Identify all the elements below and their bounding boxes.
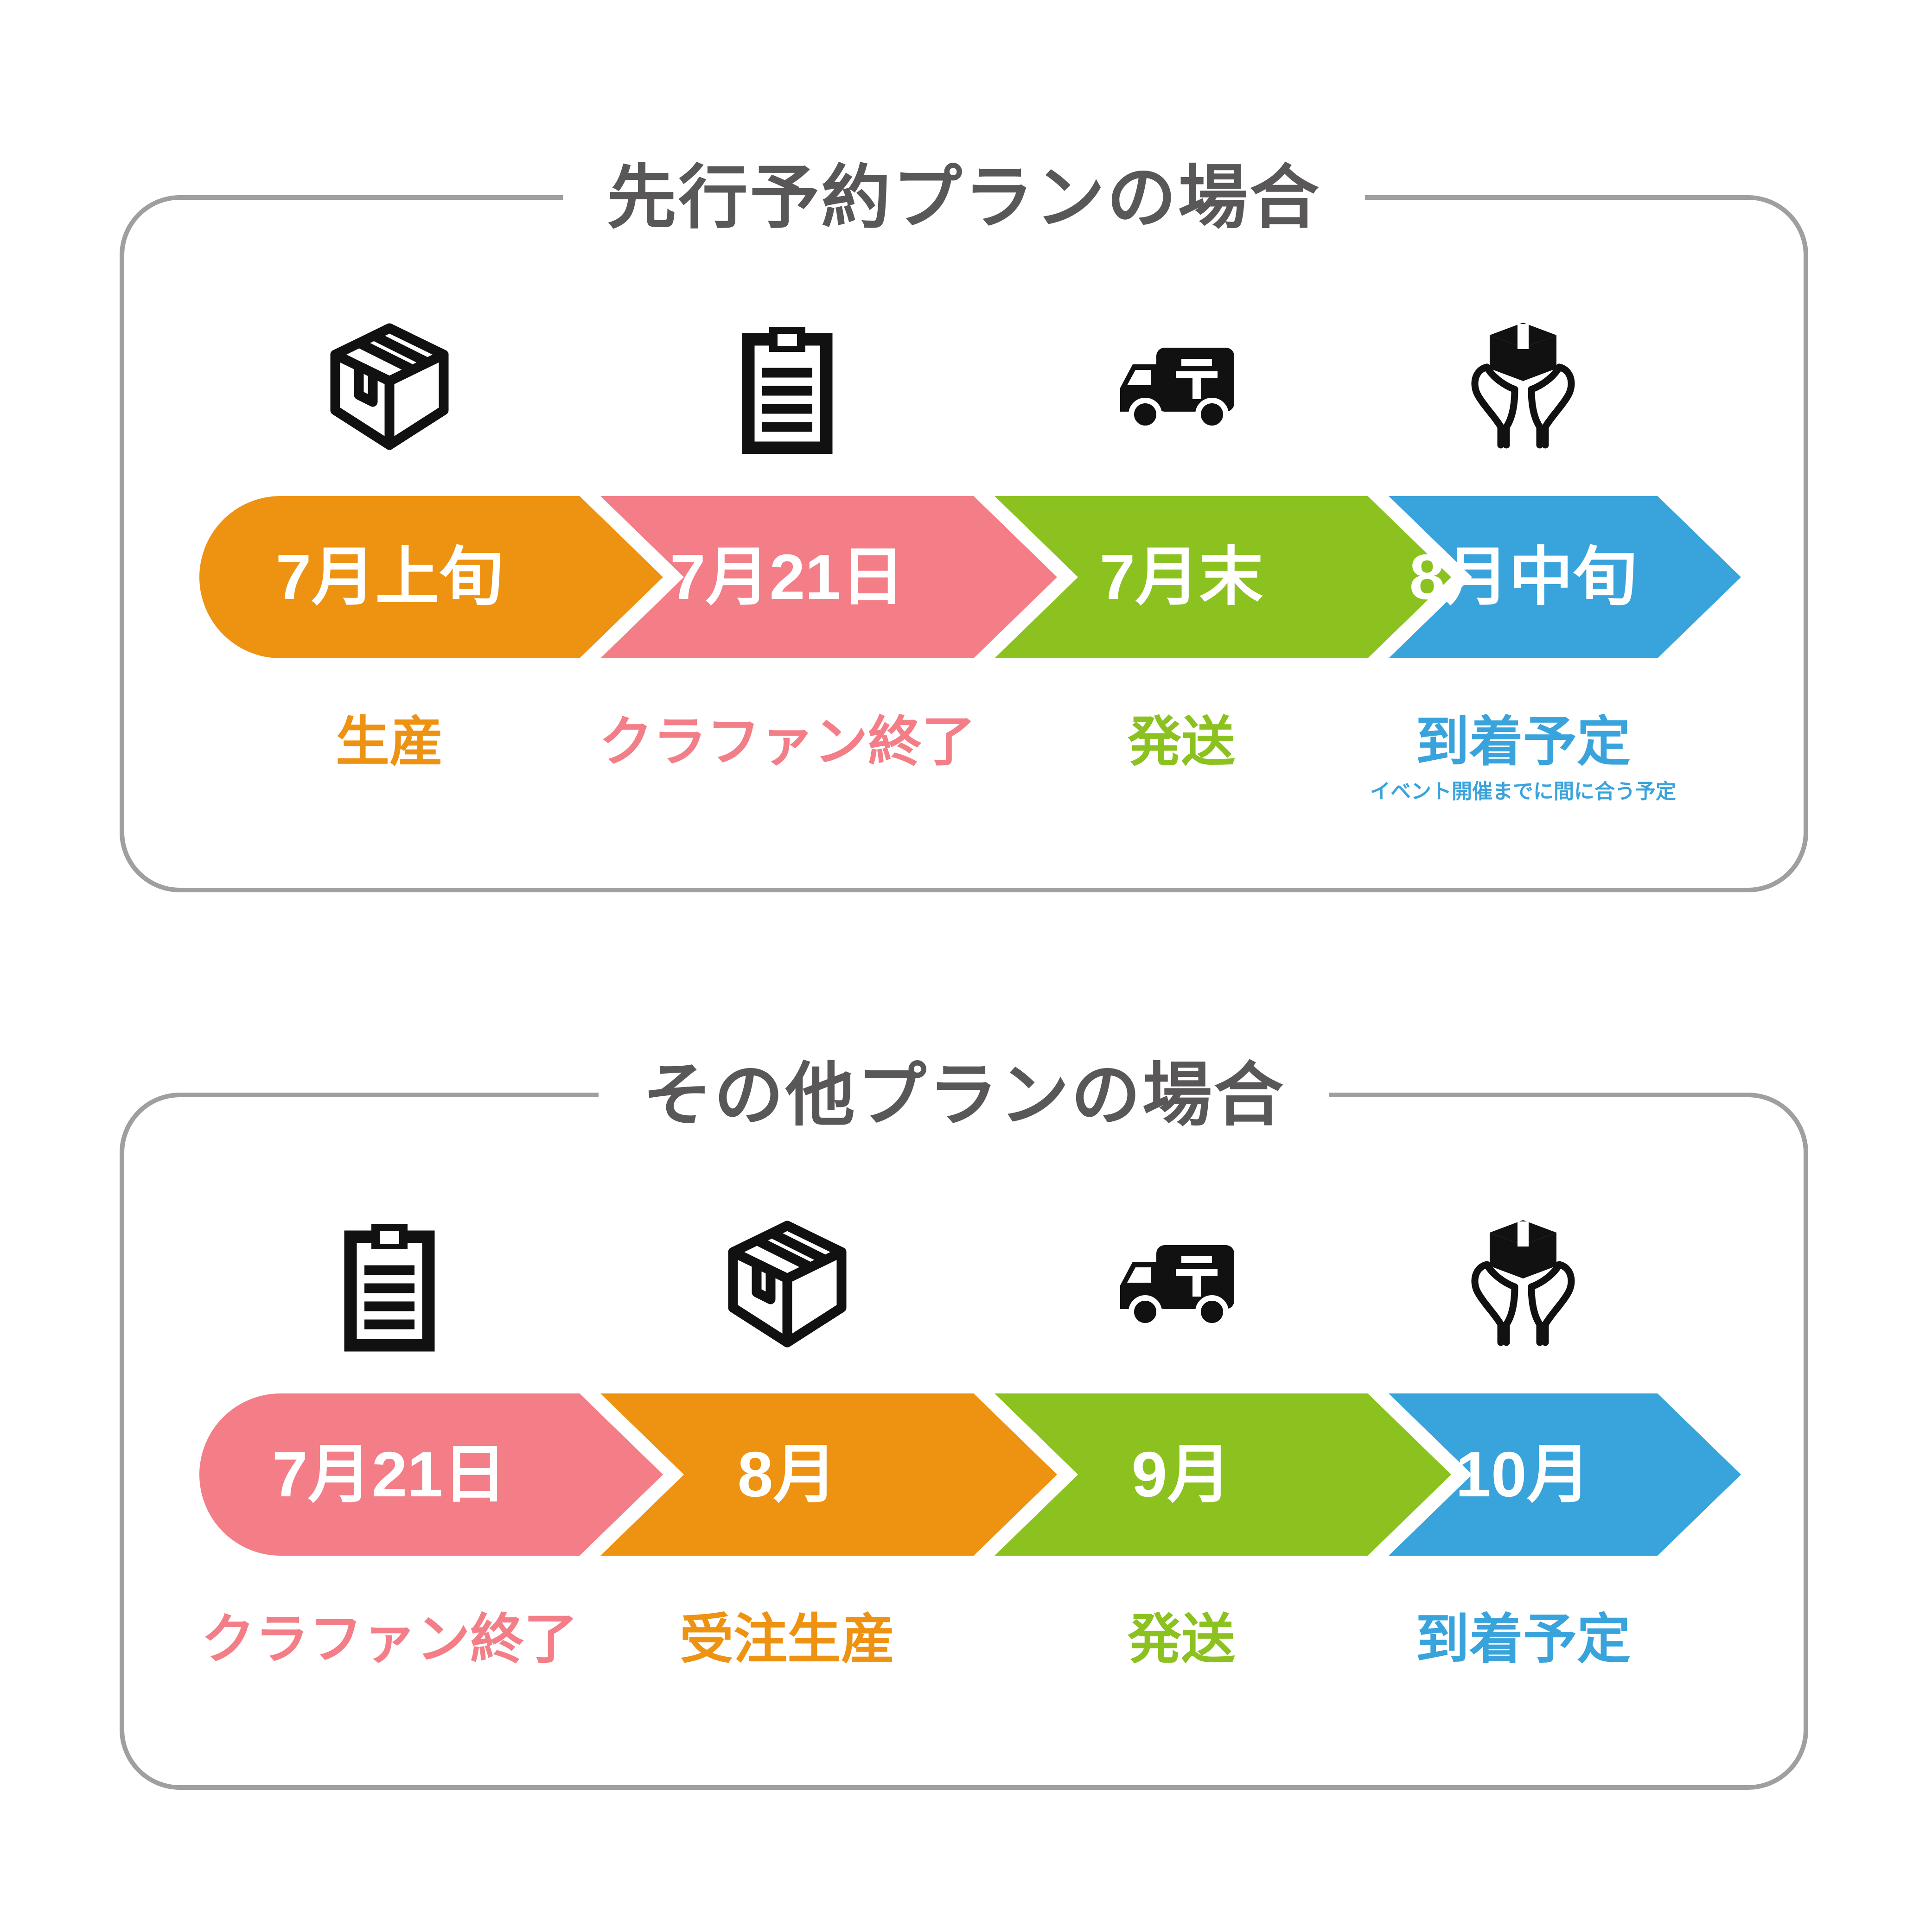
timeline-arrow-1: [199, 496, 663, 658]
step-date: 7月末: [1099, 541, 1263, 613]
step-label: クラファン終了: [599, 712, 976, 772]
panel-title: その他プランの場合: [598, 1053, 1330, 1137]
step-label: 発送: [1128, 1609, 1235, 1669]
step-date: 7月21日: [670, 541, 905, 613]
timeline-arrows: [199, 1393, 1741, 1556]
step-date: 7月21日: [272, 1439, 507, 1510]
timeline-step: 7月末 発送: [973, 200, 1390, 888]
step-date: 9月: [1131, 1439, 1231, 1510]
hands-holding-box-icon: [1471, 1220, 1575, 1346]
timeline-step: 7月21日 クラファン終了: [579, 200, 996, 888]
clipboard-icon: [742, 327, 833, 454]
panel-other-plans: その他プランの場合 7月21日 クラファン終了: [120, 1053, 1808, 1790]
timeline-step: 7月上旬 生産: [181, 200, 598, 888]
box-icon: [330, 323, 449, 450]
timeline-step: 7月21日 クラファン終了: [181, 1097, 598, 1785]
step-date: 7月上旬: [275, 541, 504, 613]
step-date: 10月: [1455, 1439, 1591, 1510]
timeline-step: 8月 受注生産: [579, 1097, 996, 1785]
panel-title: 先行予約プランの場合: [562, 156, 1365, 239]
step-label: 生産: [336, 712, 443, 772]
timeline-arrows: [199, 496, 1741, 658]
step-label: 発送: [1128, 712, 1235, 772]
truck-icon: [1120, 1245, 1234, 1329]
timeline-arrow-4: [1389, 1393, 1741, 1556]
truck-icon: [1120, 348, 1234, 431]
box-icon: [728, 1221, 847, 1348]
timeline-arrow-2: [600, 1393, 1057, 1556]
timeline-step: 8月中旬 到着予定 イベント開催までに間に合う予定: [1314, 200, 1732, 888]
step-label: クラファン終了: [201, 1609, 578, 1669]
timeline-arrow-3: [995, 496, 1451, 658]
hands-holding-box-icon: [1471, 323, 1575, 449]
timeline-arrow-2: [600, 496, 1057, 658]
clipboard-icon: [344, 1224, 435, 1352]
timeline-step: 10月 到着予定: [1314, 1097, 1732, 1785]
timeline-arrow-3: [995, 1393, 1451, 1556]
timeline-step: 9月 発送: [973, 1097, 1390, 1785]
panel-advance-reservation-plan: 先行予約プランの場合 7月上旬 生産: [120, 156, 1808, 892]
step-date: 8月中旬: [1409, 541, 1637, 613]
timeline-arrow-4: [1389, 496, 1741, 658]
step-label: 到着予定: [1416, 712, 1631, 772]
step-label: 到着予定: [1416, 1609, 1631, 1669]
step-sublabel: イベント開催までに間に合う予定: [1370, 780, 1676, 803]
step-label: 受注生産: [680, 1609, 895, 1669]
step-date: 8月: [737, 1439, 837, 1510]
timeline-arrow-1: [199, 1393, 663, 1556]
